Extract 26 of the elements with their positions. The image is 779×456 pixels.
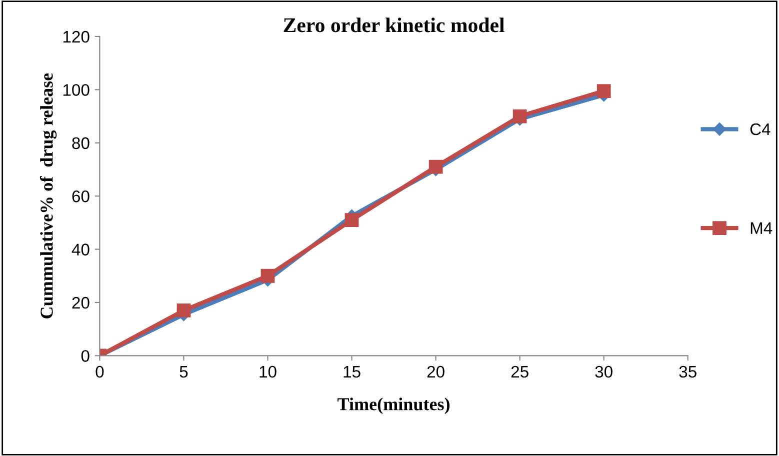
x-tick-label: 0 (96, 366, 104, 378)
x-tick-label: 10 (260, 366, 276, 378)
x-tick-label: 5 (180, 366, 188, 378)
y-axis-title: Cummulative% of drug release (40, 73, 57, 318)
y-tick-label: 20 (72, 296, 90, 309)
chart-title: Zero order kinetic model (284, 18, 504, 32)
x-axis-title: Time(minutes) (338, 398, 450, 414)
y-tick-label: 80 (72, 137, 90, 150)
point (512, 109, 527, 124)
point (176, 304, 191, 318)
y-tick-label: 60 (72, 190, 90, 202)
y-tick-label: 0 (81, 350, 90, 362)
legend-label: C4 (750, 123, 770, 136)
legend-label: M4 (750, 222, 772, 234)
y-tick-label: 120 (63, 30, 90, 43)
point (344, 213, 359, 227)
y-tick-label: 100 (63, 84, 90, 96)
point (428, 160, 443, 174)
x-tick-label: 15 (344, 366, 360, 378)
x-tick-label: 25 (511, 366, 528, 378)
x-tick-label: 20 (427, 366, 444, 378)
x-tick-label: 35 (679, 366, 696, 378)
y-tick-label: 40 (72, 244, 90, 256)
point (260, 268, 275, 283)
point (596, 84, 611, 98)
x-tick-label: 30 (595, 366, 612, 378)
